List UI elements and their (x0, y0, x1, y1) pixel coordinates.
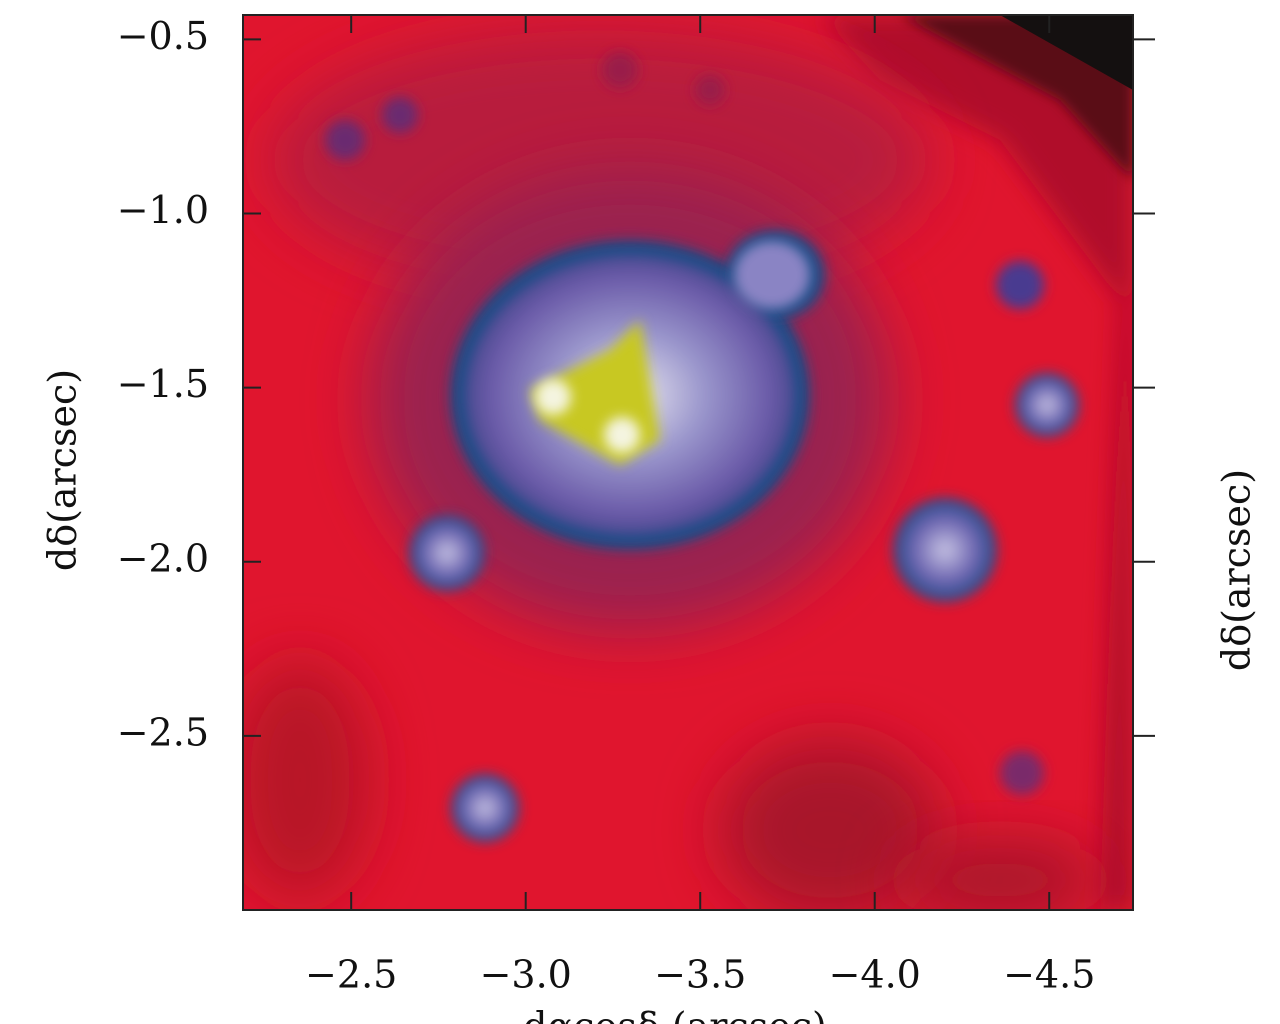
y-tick-label: −1.0 (117, 188, 209, 232)
plot-frame (242, 14, 1134, 911)
y-axis-label-right: dδ(arcsec) (1215, 469, 1259, 671)
y-tick-label: −0.5 (117, 14, 209, 58)
y-tick-label: −1.5 (117, 362, 209, 406)
x-tick-label: −2.5 (305, 953, 397, 997)
x-tick-label: −3.5 (654, 953, 746, 997)
x-tick-label: −4.0 (829, 953, 921, 997)
y-tick-label: −2.0 (117, 536, 209, 580)
image (243, 15, 1133, 910)
y-axis-label: dδ(arcsec) (41, 369, 85, 571)
y-tick-label: −2.5 (117, 710, 209, 754)
x-tick-label: −3.0 (480, 953, 572, 997)
x-axis-label: dαcosδ (arcsec) (523, 1005, 827, 1024)
x-tick-label: −4.5 (1003, 953, 1095, 997)
